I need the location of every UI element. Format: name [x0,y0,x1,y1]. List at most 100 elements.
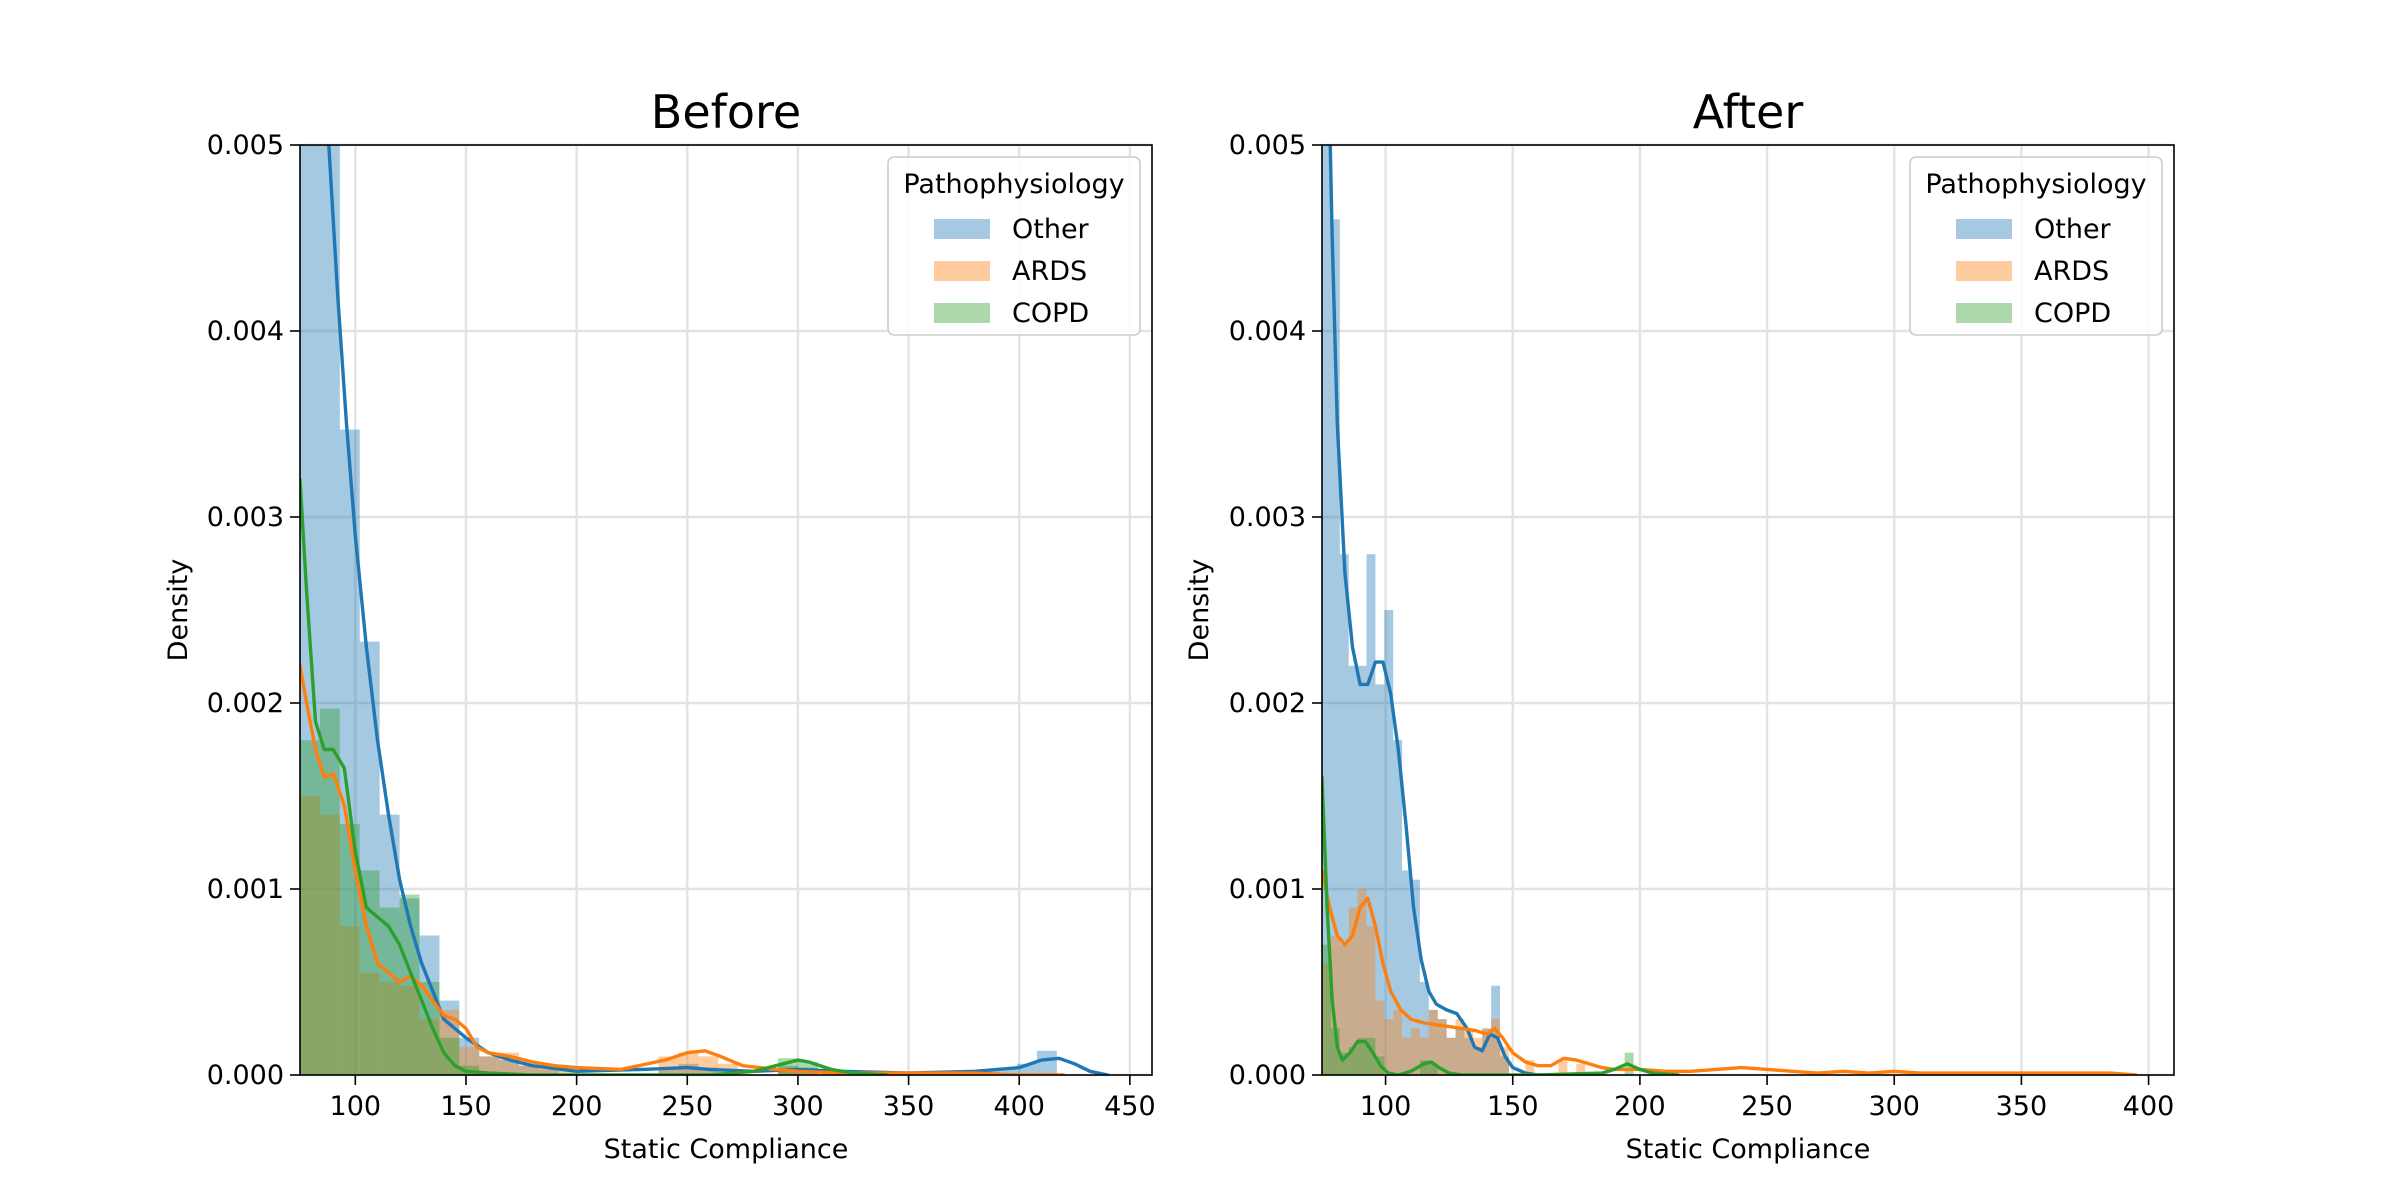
histogram-bar-before-ards-4 [379,982,400,1075]
legend-before: Pathophysiology Other ARDS COPD [887,156,1141,336]
histogram-before [300,145,1057,1075]
histogram-bar-before-other-22 [1036,1050,1057,1075]
histogram-bar-before-other-0 [300,145,320,1075]
histogram-bar-before-other-11 [519,1065,540,1075]
histogram-bar-after-other-16 [1464,1037,1474,1075]
plot-frame-before [299,144,1153,1076]
legend-after: Pathophysiology Other ARDS COPD [1909,156,2163,336]
histogram-bar-before-other-10 [499,1060,520,1075]
x-axis-label-after: Static Compliance [1626,1134,1871,1165]
x-tick-label-after-350: 350 [1996,1091,2048,1122]
histogram-bar-before-other-8 [459,1037,480,1075]
y-axis-label-after: Density [1184,559,1215,662]
x-tick-label-before-400: 400 [993,1091,1045,1122]
histogram-bar-after-other-4 [1357,665,1367,1075]
histogram-bar-before-copd-4 [379,907,400,1075]
histogram-bar-after-ards-5 [1366,926,1376,1075]
histogram-bar-after-copd-1 [1330,1028,1340,1075]
histogram-bar-after-copd-3 [1348,1047,1358,1075]
histogram-bar-before-other-12 [539,1069,559,1075]
histogram-bar-before-other-4 [379,814,400,1075]
legend-swatch-after-ards [1956,261,2012,281]
y-tick-label-after-3: 0.003 [1229,502,1306,533]
histogram-bar-after-other-20 [1500,1056,1509,1075]
histogram-bar-after-ards-7 [1384,1019,1394,1075]
histogram-bar-after-other-8 [1393,740,1403,1075]
legend-label-after-copd: COPD [2034,298,2111,329]
plot-frame-after [1321,144,2175,1076]
x-tick-label-before-200: 200 [551,1091,603,1122]
histogram-after [1322,145,1634,1075]
kde-line-before-ards [300,664,1066,1075]
histogram-bar-after-other-1 [1330,219,1340,1075]
kde-line-after-other [1328,145,1566,1075]
histogram-bar-before-copd-2 [339,823,360,1075]
histogram-bar-after-ards-15 [1455,1019,1465,1075]
histogram-bar-before-other-3 [359,641,380,1075]
histogram-bar-after-copd-2 [1339,1052,1349,1075]
kde-after [1322,145,2138,1075]
histogram-bar-before-ards-5 [399,985,420,1075]
histogram-bar-after-ards-21 [1525,1060,1535,1075]
chart-title-after: After [1693,85,1804,139]
legend-swatch-after-other [1956,219,2012,239]
histogram-bar-after-ards-23 [1576,1063,1586,1075]
legend-box-before [887,156,1141,336]
histogram-bar-before-ards-9 [479,1056,500,1075]
y-tick-label-before-3: 0.003 [207,502,284,533]
legend-label-before-other: Other [1012,214,1090,245]
histogram-bar-before-copd-0 [300,740,320,1075]
histogram-bar-before-other-14 [678,1063,699,1075]
y-ticks-before: 0.000 0.001 0.002 0.003 0.004 0.005 [207,130,300,1091]
histogram-bar-after-other-9 [1402,870,1412,1075]
y-tick-label-before-0: 0.000 [207,1060,284,1091]
histogram-bar-after-ards-3 [1348,907,1358,1075]
histogram-bar-after-ards-17 [1473,1037,1483,1075]
chart-before: 100 150 200 250 300 350 400 450 0.000 0.001 0.002… [163,85,1156,1165]
chart-after: 100 150 200 250 300 350 400 0.0000.0010.0020.0… [1184,85,2175,1165]
y-tick-label-before-4: 0.004 [207,316,284,347]
y-tick-label-after-2: 0.002 [1229,688,1306,719]
histogram-bar-after-other-0 [1322,145,1331,1075]
histogram-bar-after-ards-20 [1500,1047,1509,1075]
histogram-bar-before-ards-1 [319,814,340,1075]
x-tick-label-before-150: 150 [440,1091,492,1122]
histogram-bar-after-ards-6 [1375,1000,1385,1075]
y-tick-label-before-1: 0.001 [207,874,284,905]
x-tick-label-after-250: 250 [1741,1091,1793,1122]
legend-label-before-ards: ARDS [1012,256,1087,287]
x-tick-label-before-100: 100 [330,1091,382,1122]
histogram-bar-before-other-1 [319,145,340,1075]
kde-line-after-ards [1322,868,2138,1075]
histogram-bar-before-ards-16 [698,1056,719,1075]
histogram-bar-after-ards-16 [1464,1028,1474,1075]
x-tick-label-after-150: 150 [1487,1091,1539,1122]
kde-line-before-copd [300,478,889,1075]
x-tick-label-before-300: 300 [772,1091,824,1122]
histogram-bar-before-other-15 [698,1067,719,1075]
legend-box-after [1909,156,2163,336]
histogram-bar-before-other-21 [1017,1063,1037,1075]
histogram-bar-before-other-9 [479,1056,500,1075]
y-tick-label-before-5: 0.005 [207,130,284,161]
histogram-bar-before-copd-7 [439,1037,460,1075]
legend-label-after-other: Other [2034,214,2112,245]
y-tick-label-after-1: 0.001 [1229,874,1306,905]
histogram-bar-after-ards-9 [1402,1037,1412,1075]
histogram-bar-after-other-5 [1366,554,1376,1075]
legend-swatch-after-copd [1956,303,2012,323]
histogram-bar-after-ards-22 [1558,1060,1568,1075]
x-tick-label-after-400: 400 [2123,1091,2175,1122]
histogram-bar-after-ards-11 [1419,1037,1429,1075]
x-tick-label-after-100: 100 [1360,1091,1412,1122]
histogram-bar-after-ards-2 [1339,944,1349,1075]
histogram-bar-before-ards-12 [539,1067,559,1075]
histogram-bar-before-ards-8 [459,1047,480,1075]
x-tick-label-before-250: 250 [661,1091,713,1122]
histogram-bar-after-copd-7 [1419,1060,1429,1075]
histogram-bar-after-other-7 [1384,610,1394,1075]
histogram-bar-after-copd-8 [1428,1063,1438,1075]
histogram-bar-after-ards-1 [1330,935,1340,1075]
histogram-bar-after-other-15 [1455,1028,1465,1075]
